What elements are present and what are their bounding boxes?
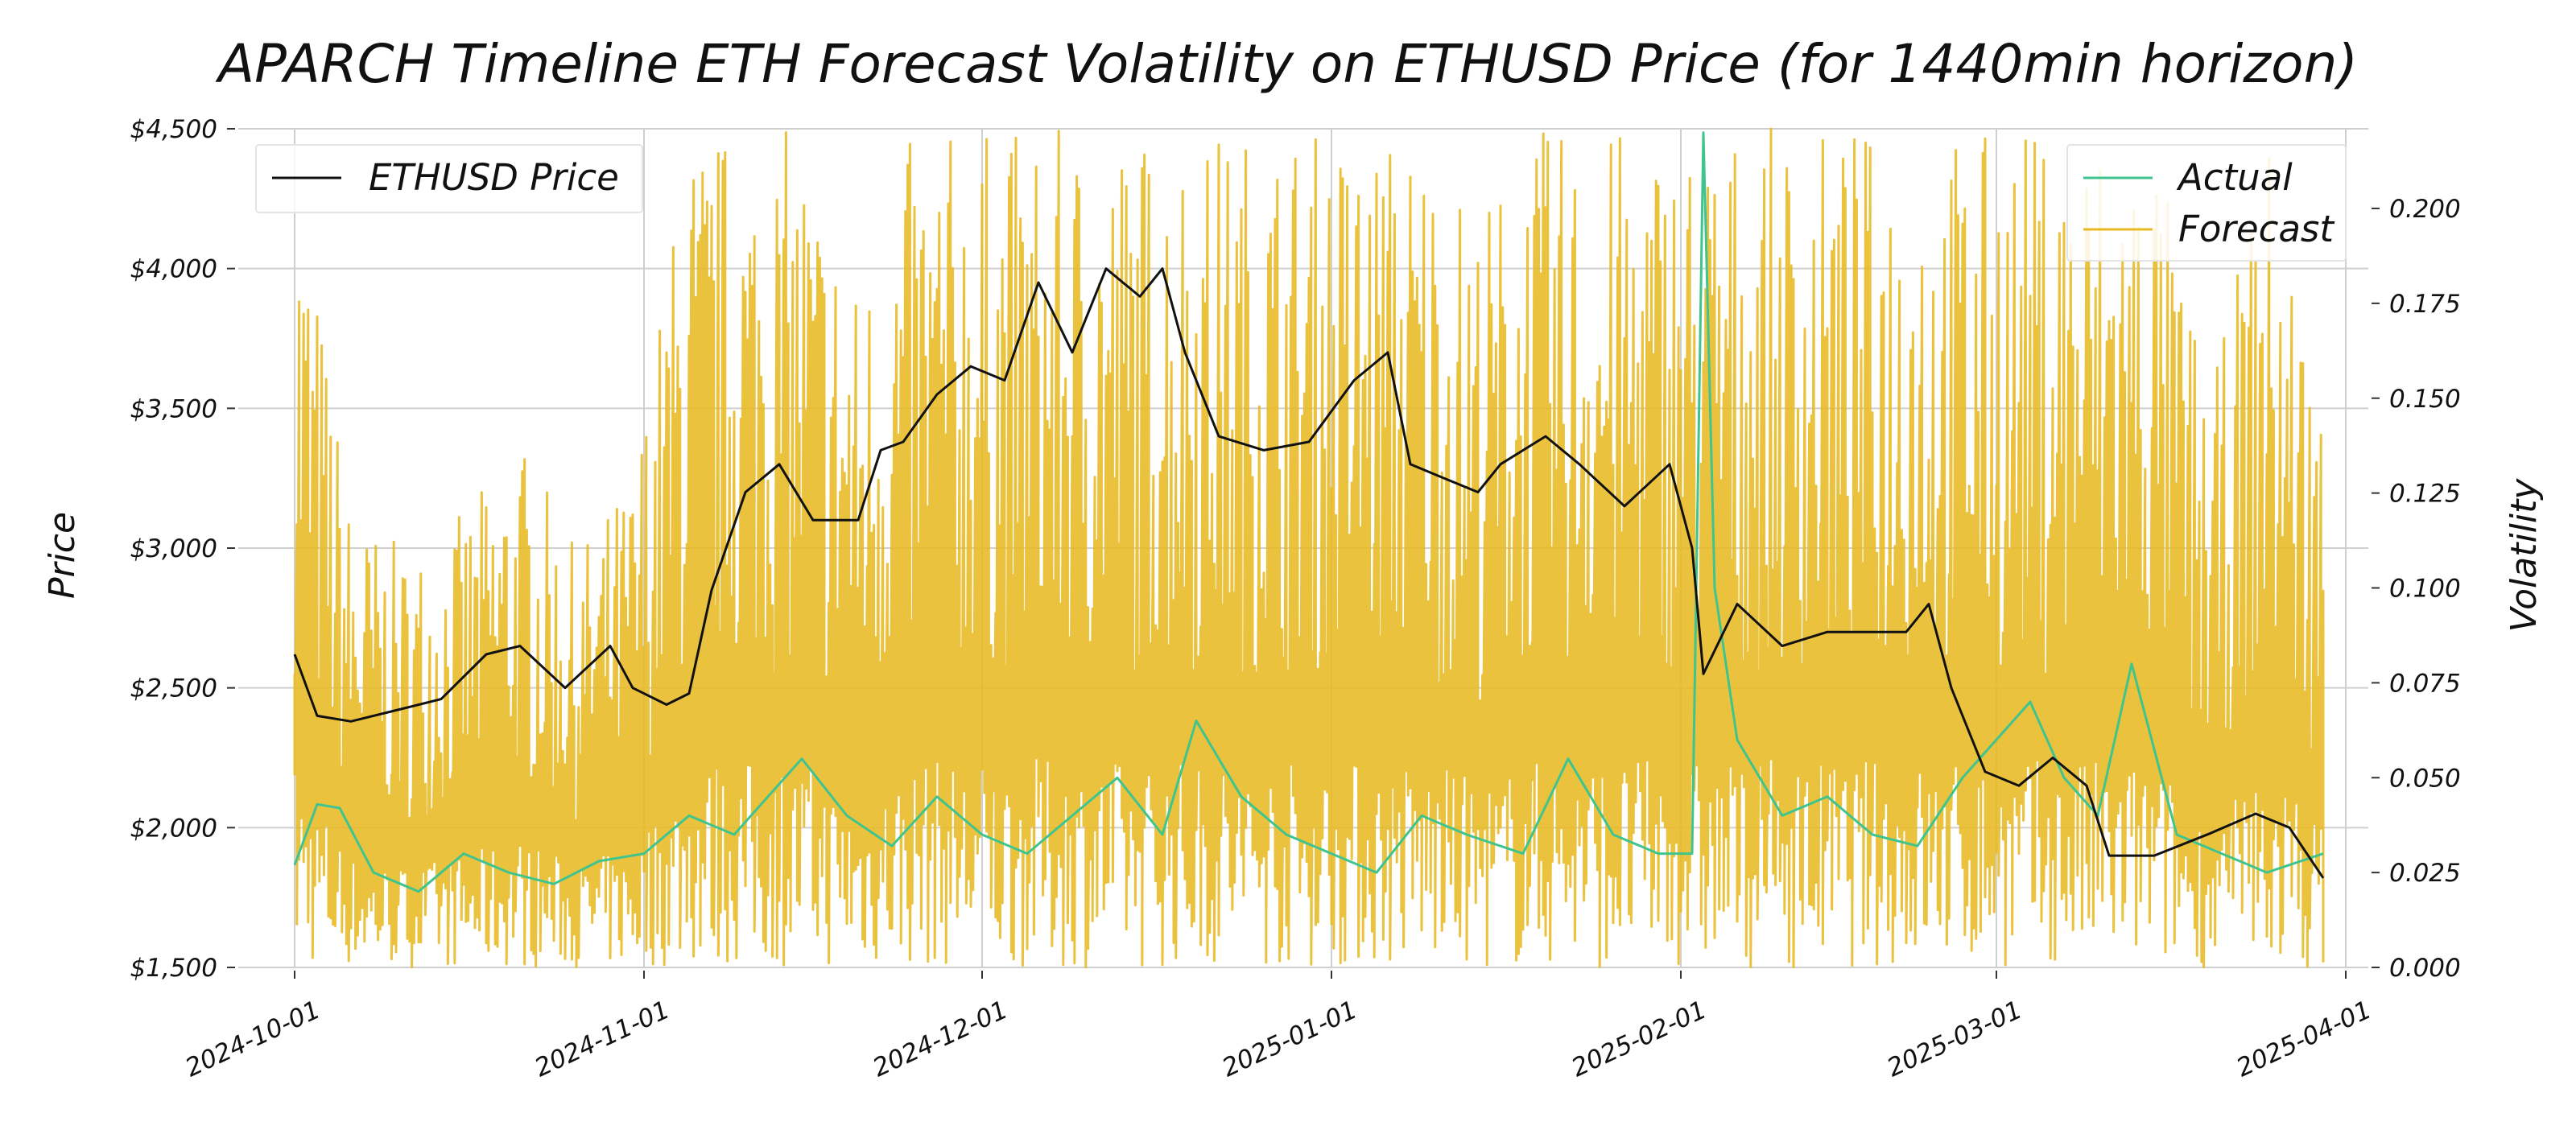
y-left-tick-label: $4,500 <box>130 115 217 144</box>
series-layer <box>293 127 2325 969</box>
y-right-tick-label: 0.050 <box>2389 764 2461 793</box>
y-left-tick-label: $3,000 <box>130 534 217 563</box>
chart-title: APARCH Timeline ETH Forecast Volatility … <box>215 33 2358 95</box>
x-tick-label: 2025-04-01 <box>2232 996 2376 1083</box>
series-actual-line <box>293 131 2324 893</box>
y-left-tick-label: $1,500 <box>130 954 217 983</box>
legend-price: ETHUSD Price <box>255 144 643 213</box>
y-right-tick-label: 0.075 <box>2389 669 2461 698</box>
y-left-tick-label: $3,500 <box>130 394 217 423</box>
legend-price-label: ETHUSD Price <box>369 156 619 199</box>
y-axis-right-label: Volatility <box>2504 478 2545 633</box>
y-right-tick-label: 0.125 <box>2389 480 2461 509</box>
x-tick-label: 2025-01-01 <box>1218 996 1362 1083</box>
y-right-tick-label: 0.000 <box>2389 954 2461 983</box>
y-axis-left-label: Price <box>42 512 83 599</box>
legend-forecast-label: Forecast <box>2178 208 2335 250</box>
series-price-line <box>293 267 2325 879</box>
x-tick-label: 2024-12-01 <box>869 996 1013 1083</box>
x-tick-label: 2025-03-01 <box>1883 996 2027 1083</box>
legend-volatility: Actual Forecast <box>2066 144 2347 262</box>
legend-actual-label: Actual <box>2176 156 2293 199</box>
y-right-tick-label: 0.100 <box>2389 575 2461 604</box>
x-tick-label: 2024-10-01 <box>181 996 325 1083</box>
y-left-tick-label: $2,000 <box>130 814 217 843</box>
x-tick-label: 2024-11-01 <box>530 996 675 1083</box>
y-left-tick-label: $4,000 <box>130 255 217 284</box>
y-left-tick-label: $2,500 <box>130 674 217 703</box>
y-right-tick-label: 0.200 <box>2389 195 2461 224</box>
y-right-tick-label: 0.150 <box>2389 385 2461 414</box>
y-right-tick-label: 0.025 <box>2389 859 2461 888</box>
y-right-tick-label: 0.175 <box>2389 290 2461 319</box>
x-tick-label: 2025-02-01 <box>1567 996 1711 1083</box>
